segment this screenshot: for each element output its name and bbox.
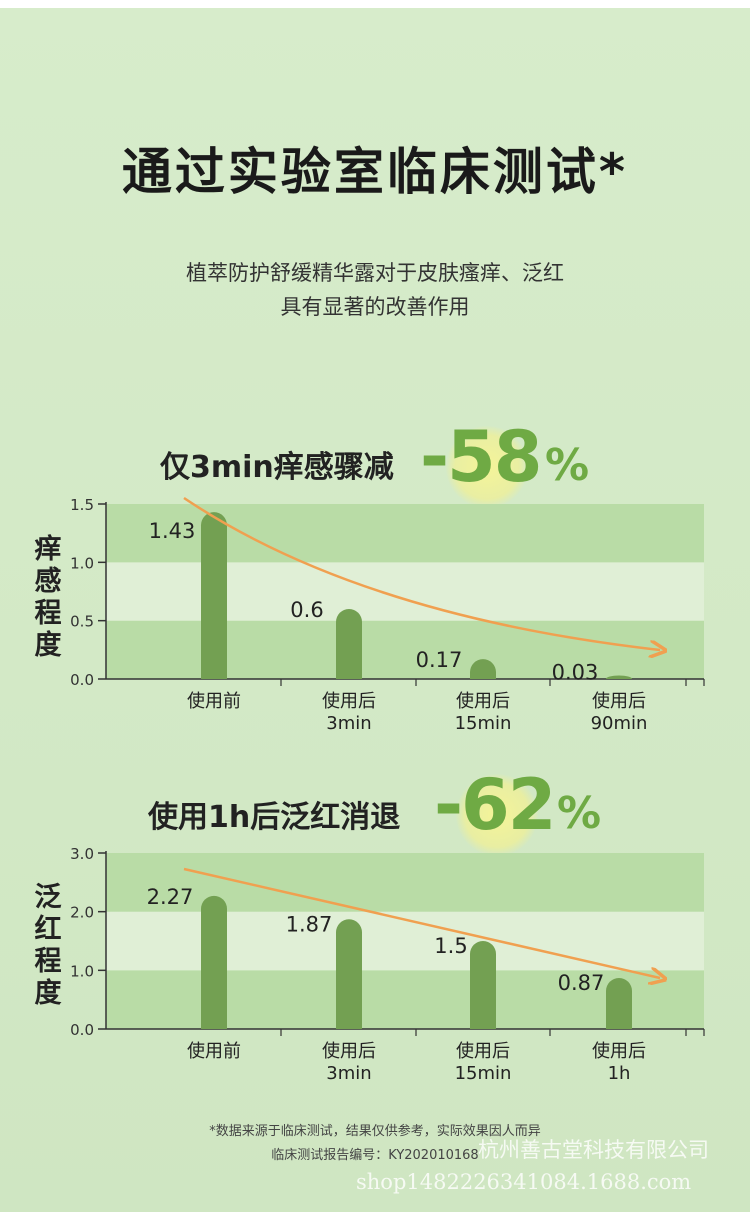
category-label: 3min [326, 713, 371, 734]
top-strip [0, 0, 750, 8]
category-label: 使用前 [187, 691, 241, 712]
bar [336, 919, 362, 1029]
redness-highlight-glow [456, 774, 538, 856]
subtitle: 植萃防护舒缓精华露对于皮肤瘙痒、泛红 具有显著的改善作用 [0, 256, 750, 324]
grid-band [106, 853, 704, 912]
category-label: 使用后 [456, 691, 510, 712]
bar [606, 675, 632, 679]
category-label: 90min [591, 713, 648, 734]
itch-highlight-glow [446, 426, 528, 508]
category-label: 使用后 [322, 1041, 376, 1062]
subtitle-line-2: 具有显著的改善作用 [280, 295, 470, 319]
data-label: 1.5 [434, 934, 467, 958]
watermark-shop-url: shop1482226341084.1688.com [356, 1170, 692, 1194]
ylabel-char: 感 [34, 566, 62, 597]
ylabel-char: 痒 [34, 534, 62, 565]
category-label: 使用前 [187, 1041, 241, 1062]
category-label: 15min [455, 1063, 512, 1084]
itch-headline-text: 仅3min痒感骤减 [160, 450, 394, 485]
y-tick-label: 0.0 [70, 671, 94, 689]
data-label: 0.6 [290, 598, 323, 622]
y-tick-label: 3.0 [70, 845, 94, 863]
trend-arrow [183, 867, 660, 978]
y-tick-label: 0.0 [70, 1021, 94, 1039]
ylabel-char: 程 [34, 598, 62, 629]
bar [470, 659, 496, 679]
trend-arrow [183, 496, 660, 650]
footnote-line-1: *数据来源于临床测试，结果仅供参考，实际效果因人而异 [209, 1124, 541, 1139]
itch-headline: 仅3min痒感骤减 -58 % [0, 416, 750, 510]
data-label: 2.27 [147, 885, 194, 909]
bar [470, 941, 496, 1029]
ylabel-char: 红 [34, 914, 62, 945]
y-tick-label: 1.5 [70, 496, 94, 514]
ylabel-char: 度 [34, 978, 62, 1009]
category-label: 1h [608, 1063, 631, 1084]
category-label: 使用后 [456, 1041, 510, 1062]
redness-reduction-unit: % [557, 788, 602, 839]
redness-ylabel: 泛红程度 [28, 882, 68, 1010]
ylabel-char: 度 [34, 630, 62, 661]
subtitle-line-1: 植萃防护舒缓精华露对于皮肤瘙痒、泛红 [186, 261, 564, 285]
y-tick-label: 0.5 [70, 613, 94, 631]
bar [336, 609, 362, 679]
data-label: 0.03 [552, 661, 599, 685]
y-tick-label: 1.0 [70, 962, 94, 980]
footnote-line-2: 临床测试报告编号：KY202010168 [271, 1148, 479, 1163]
bar [201, 895, 227, 1029]
redness-headline: 使用1h后泛红消退 -62 % [0, 764, 750, 858]
category-label: 使用后 [592, 691, 646, 712]
itch-reduction-value: -58 [420, 416, 542, 498]
redness-headline-text: 使用1h后泛红消退 [148, 800, 401, 835]
data-label: 1.43 [149, 519, 196, 543]
category-label: 3min [326, 1063, 371, 1084]
category-label: 使用后 [322, 691, 376, 712]
ylabel-char: 泛 [34, 882, 62, 913]
watermark-company: 杭州善古堂科技有限公司 [478, 1138, 709, 1162]
ylabel-char: 程 [34, 946, 62, 977]
y-tick-label: 1.0 [70, 554, 94, 572]
itch-reduction-unit: % [545, 440, 590, 491]
data-label: 0.17 [416, 648, 463, 672]
y-tick-label: 2.0 [70, 904, 94, 922]
data-label: 1.87 [286, 912, 333, 936]
data-label: 0.87 [558, 971, 605, 995]
itch-ylabel: 痒感程度 [28, 534, 68, 662]
redness-reduction-value: -62 [434, 764, 556, 846]
category-label: 15min [455, 713, 512, 734]
bar [606, 977, 632, 1029]
page-title: 通过实验室临床测试* [121, 143, 629, 201]
bar [201, 512, 227, 679]
category-label: 使用后 [592, 1041, 646, 1062]
